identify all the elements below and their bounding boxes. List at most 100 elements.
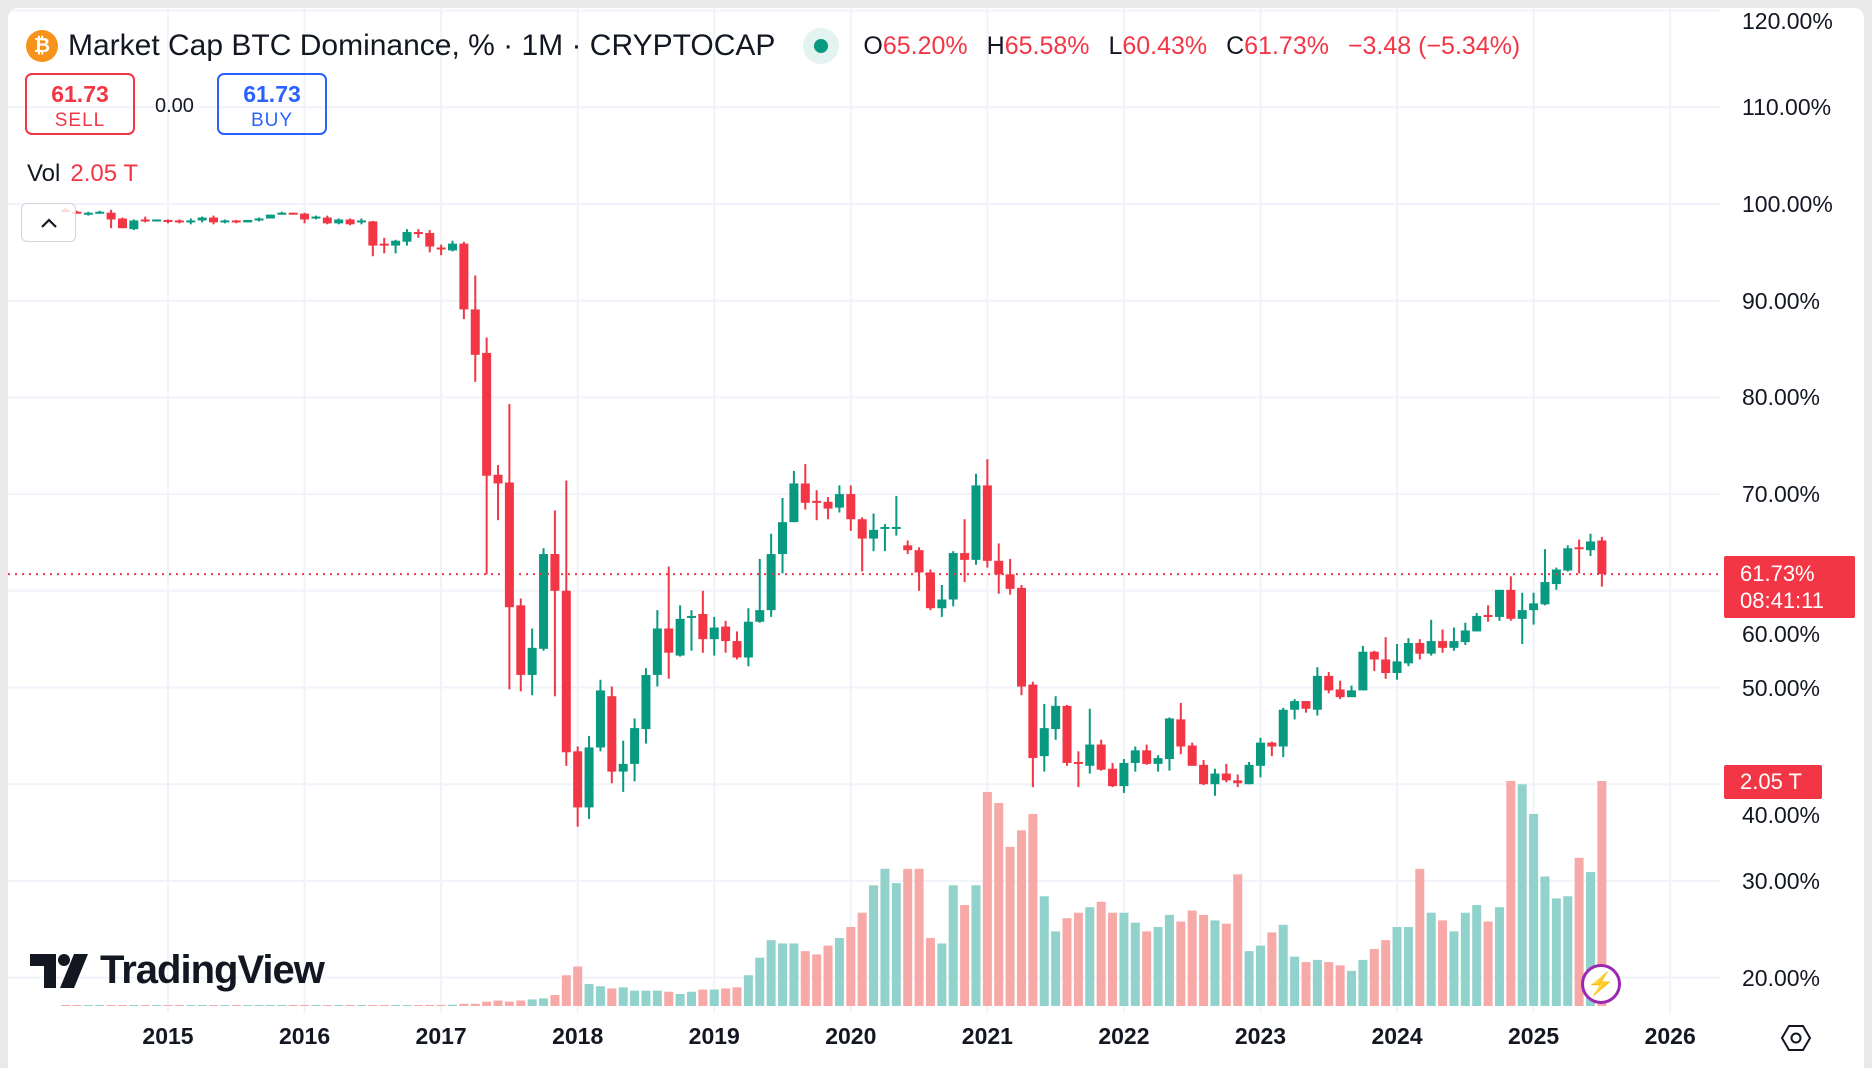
candle-body — [1540, 582, 1550, 605]
candle-body — [1403, 643, 1413, 664]
candle-body — [948, 553, 958, 600]
candle-body — [1358, 651, 1368, 691]
volume-bar — [686, 991, 696, 1006]
candle-body — [379, 243, 389, 246]
tradingview-logo[interactable]: TradingView — [30, 948, 325, 993]
volume-bar — [425, 1004, 435, 1006]
candle-body — [1529, 603, 1539, 611]
volume-bar — [880, 868, 890, 1006]
volume-bar — [1221, 923, 1231, 1006]
open-label: O — [863, 31, 883, 60]
candle-body — [265, 214, 275, 219]
volume-bar — [1335, 965, 1345, 1006]
candle-body — [152, 219, 162, 222]
volume-bar — [1392, 926, 1402, 1006]
candle-body — [789, 483, 799, 523]
volume-bar — [1494, 907, 1504, 1006]
candle-body — [1119, 762, 1129, 787]
volume-bar — [345, 1005, 355, 1006]
volume-bar — [971, 885, 981, 1006]
candle-body — [607, 696, 617, 772]
time-tick-label: 2017 — [415, 1023, 467, 1049]
candle-body — [960, 553, 970, 560]
time-tick-label: 2015 — [142, 1023, 194, 1049]
candle-body — [391, 240, 401, 246]
candle-body — [1438, 641, 1448, 648]
sell-button[interactable]: 61.73 SELL — [25, 73, 135, 135]
volume-bar — [1415, 868, 1425, 1006]
volume-bar — [1153, 926, 1163, 1006]
candle-body — [652, 628, 662, 675]
candle-body — [539, 554, 549, 649]
candle-body — [823, 501, 833, 509]
settings-hexagon-icon[interactable] — [1780, 1022, 1812, 1054]
symbol-title[interactable]: Market Cap BTC Dominance, % · 1M · CRYPT… — [68, 29, 776, 62]
candle-body — [1472, 615, 1482, 632]
close-label: C — [1226, 31, 1245, 60]
candle-body — [288, 212, 298, 215]
volume-bar — [1438, 920, 1448, 1006]
candle-body — [1039, 728, 1049, 757]
candle-body — [1051, 705, 1061, 730]
volume-legend: Vol 2.05 T — [27, 160, 138, 188]
close-value: 61.73% — [1244, 31, 1329, 60]
volume-bar — [470, 1003, 480, 1006]
low-label: L — [1108, 31, 1123, 60]
candle-body — [1586, 541, 1595, 551]
price-tick-label: 110.00% — [1742, 94, 1832, 121]
collapse-legend-button[interactable] — [21, 203, 76, 242]
time-tick-label: 2023 — [1234, 1023, 1287, 1049]
volume-bar — [630, 990, 640, 1006]
volume-bar — [869, 885, 879, 1006]
price-tick-label: 100.00% — [1742, 191, 1833, 217]
buy-button[interactable]: 61.73 BUY — [217, 73, 327, 135]
volume-bar — [1244, 951, 1254, 1006]
candle-body — [254, 218, 264, 221]
candle-body — [994, 560, 1004, 575]
price-tick-label: 20.00% — [1742, 964, 1821, 991]
candle-body — [1381, 659, 1391, 673]
market-status-icon[interactable] — [803, 28, 840, 64]
chart-canvas[interactable] — [8, 8, 1864, 1068]
volume-bar — [61, 1005, 71, 1006]
price-tick-label: 70.00% — [1742, 481, 1821, 508]
candle-body — [1392, 661, 1402, 673]
candle-body — [1187, 745, 1197, 766]
volume-value: 2.05 T — [70, 160, 138, 187]
candle-body — [937, 599, 947, 609]
volume-tag: 2.05 T — [1724, 765, 1822, 799]
volume-bar — [1108, 912, 1118, 1006]
candle-body — [1506, 589, 1516, 619]
volume-bar — [1255, 945, 1265, 1006]
tradingview-logo-icon — [30, 953, 88, 988]
volume-bar — [391, 1005, 401, 1006]
candle-body — [1415, 643, 1425, 654]
candle-body — [504, 482, 514, 608]
candle-body — [709, 627, 719, 640]
volume-bar — [607, 988, 617, 1006]
volume-bar — [1051, 931, 1061, 1006]
lightning-icon[interactable]: ⚡ — [1581, 964, 1621, 1004]
candle-body — [903, 545, 913, 551]
volume-bar — [812, 954, 822, 1006]
candle-body — [914, 550, 924, 573]
candle-body — [732, 641, 742, 658]
volume-bar — [1142, 931, 1152, 1006]
chevron-up-icon — [40, 217, 57, 228]
candle-body — [743, 621, 753, 658]
volume-bar — [482, 1001, 492, 1006]
volume-bar — [334, 1005, 344, 1006]
candle-body — [1073, 761, 1083, 764]
candle-body — [311, 216, 321, 219]
candle-body — [834, 494, 844, 508]
price-tick-label: 30.00% — [1742, 867, 1821, 894]
time-tick-label: 2026 — [1644, 1023, 1696, 1049]
volume-bar — [766, 940, 776, 1006]
volume-bar — [709, 989, 719, 1006]
volume-bar — [789, 943, 799, 1006]
volume-bar — [197, 1005, 207, 1006]
candle-body — [1267, 742, 1277, 747]
volume-bar — [368, 1005, 378, 1006]
candle-body — [243, 219, 253, 223]
volume-bar — [1449, 931, 1459, 1006]
